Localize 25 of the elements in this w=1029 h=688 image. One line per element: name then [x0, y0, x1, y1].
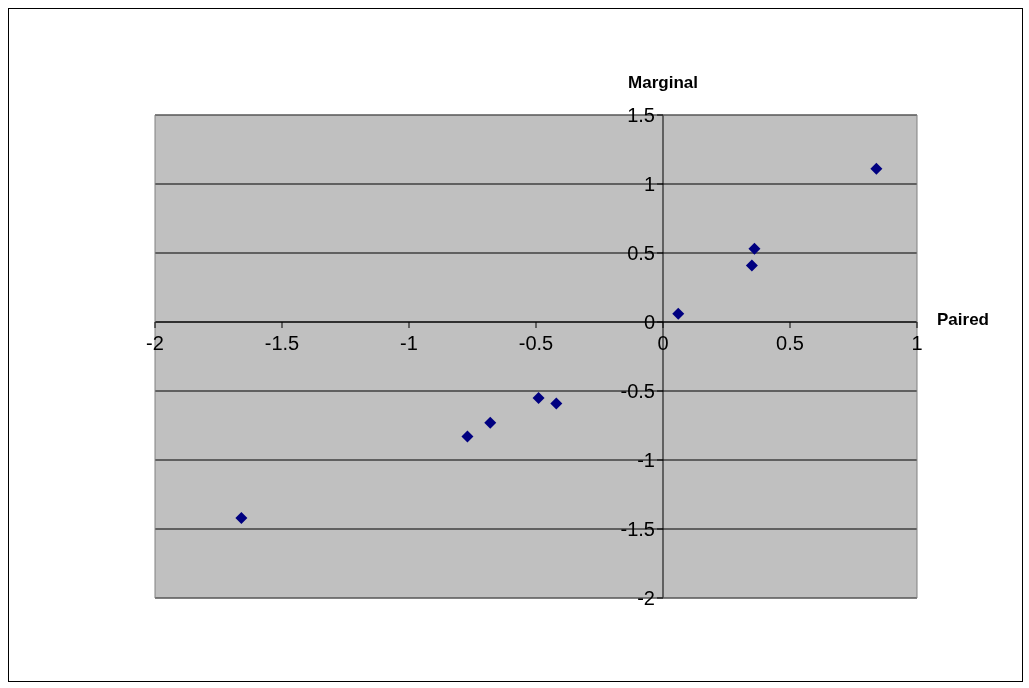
- y-tick-label: -2: [637, 587, 655, 609]
- x-axis-title: Paired: [937, 310, 989, 330]
- x-tick-label: -0.5: [518, 332, 554, 354]
- point: [550, 397, 563, 410]
- point: [748, 242, 761, 255]
- y-axis-title: Marginal: [627, 73, 699, 93]
- x-tick-label: -1.5: [264, 332, 300, 354]
- point: [745, 259, 758, 272]
- point: [532, 391, 545, 404]
- x-tick-label: 0: [657, 332, 669, 354]
- y-tick-label: 1: [643, 173, 655, 195]
- y-tick-label: -1.5: [620, 518, 655, 540]
- point: [672, 307, 685, 320]
- y-tick-label: 1.5: [627, 104, 655, 126]
- x-tick-label: -1: [400, 332, 418, 354]
- point: [870, 162, 883, 175]
- y-tick-label: -0.5: [620, 380, 655, 402]
- y-tick-label: 0.5: [627, 242, 655, 264]
- point: [484, 416, 497, 429]
- x-tick-label: -2: [146, 332, 164, 354]
- point: [461, 430, 474, 443]
- y-tick-label: -1: [637, 449, 655, 471]
- x-tick-label: 0.5: [776, 332, 804, 354]
- x-tick-label: 1: [911, 332, 923, 354]
- point: [235, 511, 248, 524]
